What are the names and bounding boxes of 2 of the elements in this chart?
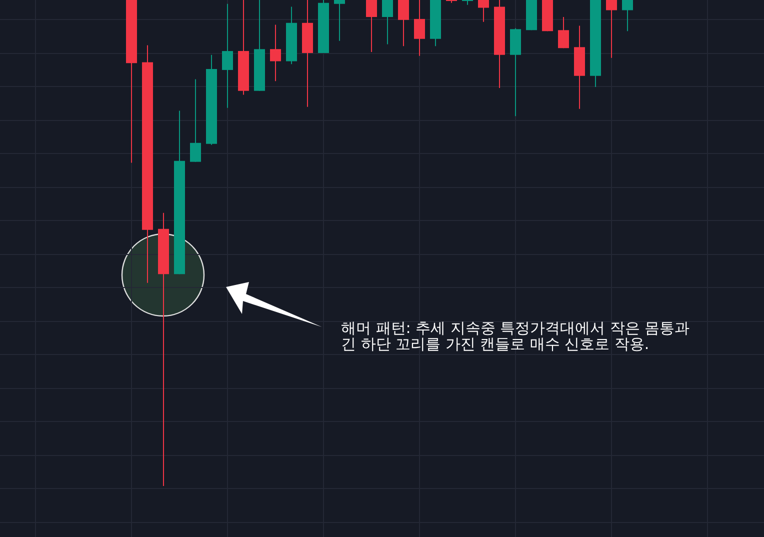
candlestick	[334, 0, 345, 41]
annotation: 해머 패턴: 추세 지속중 특정가격대에서 작은 몸통과 긴 하단 꼬리를 가진 캔들로 매수 신호로 작용.	[341, 319, 690, 353]
